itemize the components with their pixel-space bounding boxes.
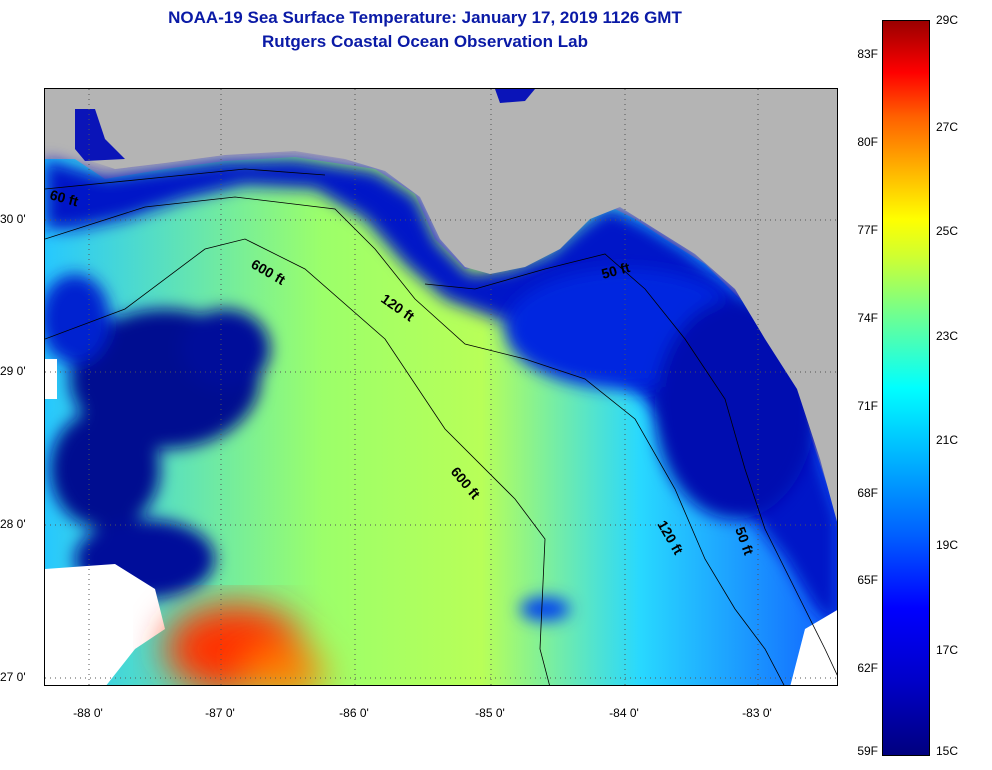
- no-data-areas: [45, 359, 837, 685]
- florida-panhandle-land: [45, 89, 837, 522]
- colorbar-c-label: 29C: [936, 13, 959, 27]
- upper-coast-water-2: [495, 89, 535, 103]
- colorbar-c-label: 19C: [936, 538, 959, 552]
- lon-label-85: -85 0': [475, 706, 505, 720]
- isobath-600ft: [45, 238, 550, 685]
- sst-map-canvas: 600 ft 600 ft 120 ft 120 ft 60 ft 50 ft …: [45, 89, 837, 685]
- colorbar-f-label: 62F: [857, 661, 878, 675]
- temperature-colorbar: [882, 20, 930, 756]
- sst-map: 600 ft 600 ft 120 ft 120 ft 60 ft 50 ft …: [44, 88, 838, 686]
- upper-coast-water: [75, 109, 125, 161]
- colorbar-c-label: 25C: [936, 224, 959, 238]
- colorbar-c-label: 23C: [936, 329, 959, 343]
- isobath-label-50-north: 50 ft: [600, 259, 632, 282]
- isobath-60ft: [45, 168, 326, 190]
- colorbar-f-label: 74F: [857, 311, 878, 325]
- lat-label-29: 29 0': [0, 364, 26, 378]
- isobath-label-60: 60 ft: [48, 186, 80, 209]
- isobath-50ft: [424, 253, 837, 676]
- colorbar-f-label: 65F: [857, 573, 878, 587]
- isobath-120ft: [45, 196, 785, 685]
- lon-label-84: -84 0': [609, 706, 639, 720]
- isobath-contours: [45, 168, 837, 685]
- colorbar-f-label: 71F: [857, 399, 878, 413]
- colorbar-f-label: 80F: [857, 135, 878, 149]
- map-title: NOAA-19 Sea Surface Temperature: January…: [168, 8, 682, 27]
- lon-label-83: -83 0': [742, 706, 772, 720]
- lat-label-28: 28 0': [0, 517, 26, 531]
- colorbar-f-label: 83F: [857, 47, 878, 61]
- lat-label-27: 27 0': [0, 670, 26, 684]
- lat-label-30: 30 0': [0, 212, 26, 226]
- colorbar-f-label: 68F: [857, 486, 878, 500]
- colorbar-c-label: 15C: [936, 744, 959, 758]
- lon-label-87: -87 0': [205, 706, 235, 720]
- colorbar-c-label: 21C: [936, 433, 959, 447]
- colorbar-f-label: 59F: [857, 744, 878, 758]
- colorbar-c-label: 17C: [936, 643, 959, 657]
- map-subtitle: Rutgers Coastal Ocean Observation Lab: [262, 32, 588, 51]
- colorbar-c-label: 27C: [936, 120, 959, 134]
- lon-label-88: -88 0': [73, 706, 103, 720]
- colorbar-f-label: 77F: [857, 223, 878, 237]
- warm-water-patch: [165, 604, 325, 685]
- lon-label-86: -86 0': [339, 706, 369, 720]
